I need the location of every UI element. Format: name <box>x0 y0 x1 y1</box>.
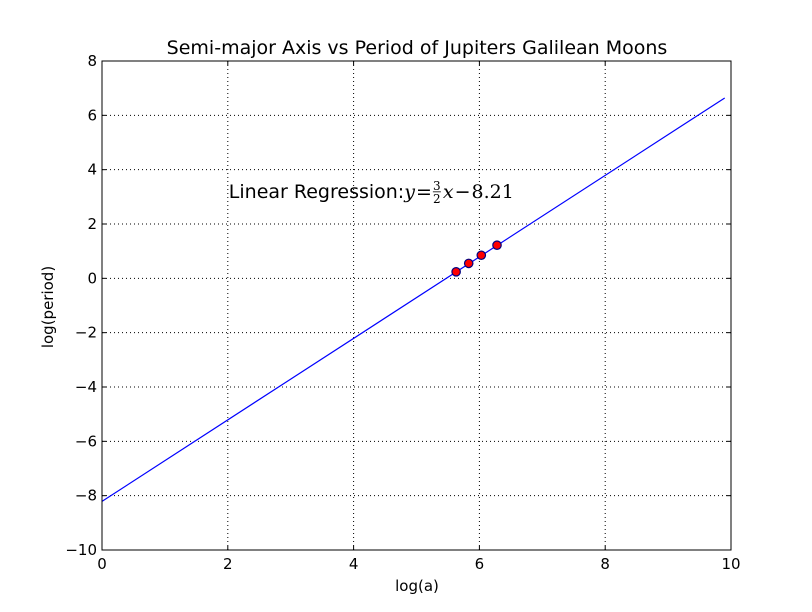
y-tick-label: 2 <box>87 215 97 233</box>
y-tick-label: −10 <box>65 541 97 559</box>
annotation-equals: = <box>416 181 432 203</box>
y-tick-label: −2 <box>75 324 97 342</box>
x-tick-label: 6 <box>475 555 485 573</box>
x-tick-label: 4 <box>349 555 359 573</box>
annotation-y-var: y <box>403 181 415 203</box>
y-tick-label: 4 <box>87 161 97 179</box>
plot-lines <box>101 97 726 502</box>
y-tick-label: −8 <box>75 487 97 505</box>
annotation-frac-denominator: 2 <box>433 192 441 206</box>
y-tick-label: −4 <box>75 378 97 396</box>
x-tick-label: 8 <box>600 555 610 573</box>
plot-frame <box>101 60 732 551</box>
annotation-text: Linear Regression: <box>229 181 404 203</box>
x-axis-label: log(a) <box>395 577 439 595</box>
data-point <box>476 250 487 261</box>
y-tick-label: 0 <box>87 269 97 287</box>
y-tick-label: 8 <box>87 52 97 70</box>
annotation-x-var: x <box>443 181 454 203</box>
y-tick-label: 6 <box>87 106 97 124</box>
x-tick-label: 10 <box>721 555 740 573</box>
plot-points <box>451 240 502 277</box>
data-point <box>492 240 502 250</box>
grid <box>102 61 731 550</box>
y-tick-label: −6 <box>75 432 97 450</box>
annotation-frac-numerator: 3 <box>433 179 441 193</box>
regression-line <box>101 97 726 502</box>
regression-annotation: Linear Regression: y = 32 x −8.21 <box>229 179 514 206</box>
y-axis-label: log(period) <box>39 266 57 348</box>
annotation-minus: − <box>455 181 471 203</box>
annotation-intercept: 8.21 <box>472 181 514 203</box>
x-tick-label: 0 <box>97 555 107 573</box>
chart-title: Semi-major Axis vs Period of Jupiters Ga… <box>167 37 668 59</box>
data-point <box>463 258 474 269</box>
data-point <box>451 267 461 277</box>
x-tick-label: 2 <box>223 555 233 573</box>
